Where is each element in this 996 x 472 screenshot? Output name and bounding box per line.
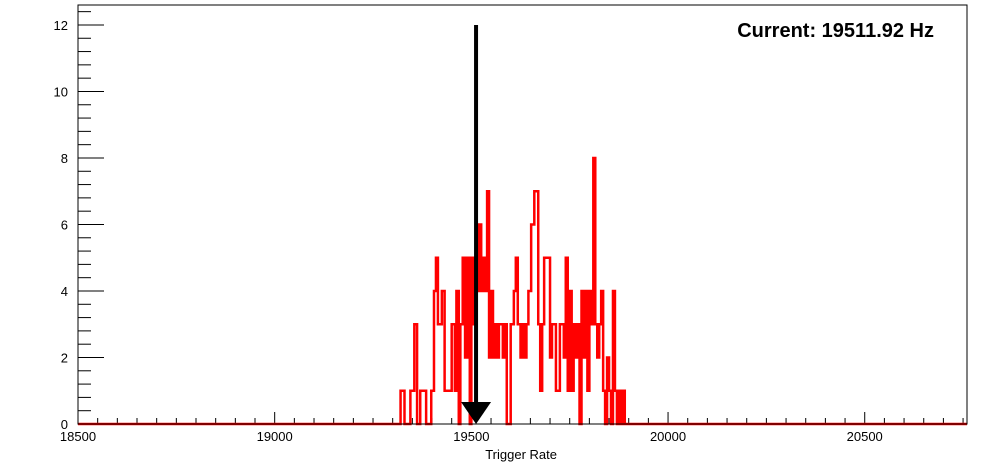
y-tick-label: 10 [54,84,68,99]
x-axis-title: Trigger Rate [485,447,557,462]
x-tick-label: 20000 [650,429,686,444]
x-tick-label: 19000 [257,429,293,444]
y-tick-label: 6 [61,217,68,232]
x-tick-label: 19500 [453,429,489,444]
x-tick-label: 20500 [847,429,883,444]
y-tick-label: 0 [61,417,68,432]
x-tick-label: 18500 [60,429,96,444]
histogram-series [78,156,967,426]
arrow-head-icon [461,402,492,424]
current-rate-annotation: Current: 19511.92 Hz [737,20,934,42]
y-tick-label: 12 [54,18,68,33]
y-axis: 0 2 4 6 8 10 12 [54,11,104,432]
y-tick-label: 2 [61,350,68,365]
current-value-marker [461,24,492,424]
plot-frame [77,4,968,425]
y-tick-label: 4 [61,284,68,299]
y-tick-label: 8 [61,151,68,166]
